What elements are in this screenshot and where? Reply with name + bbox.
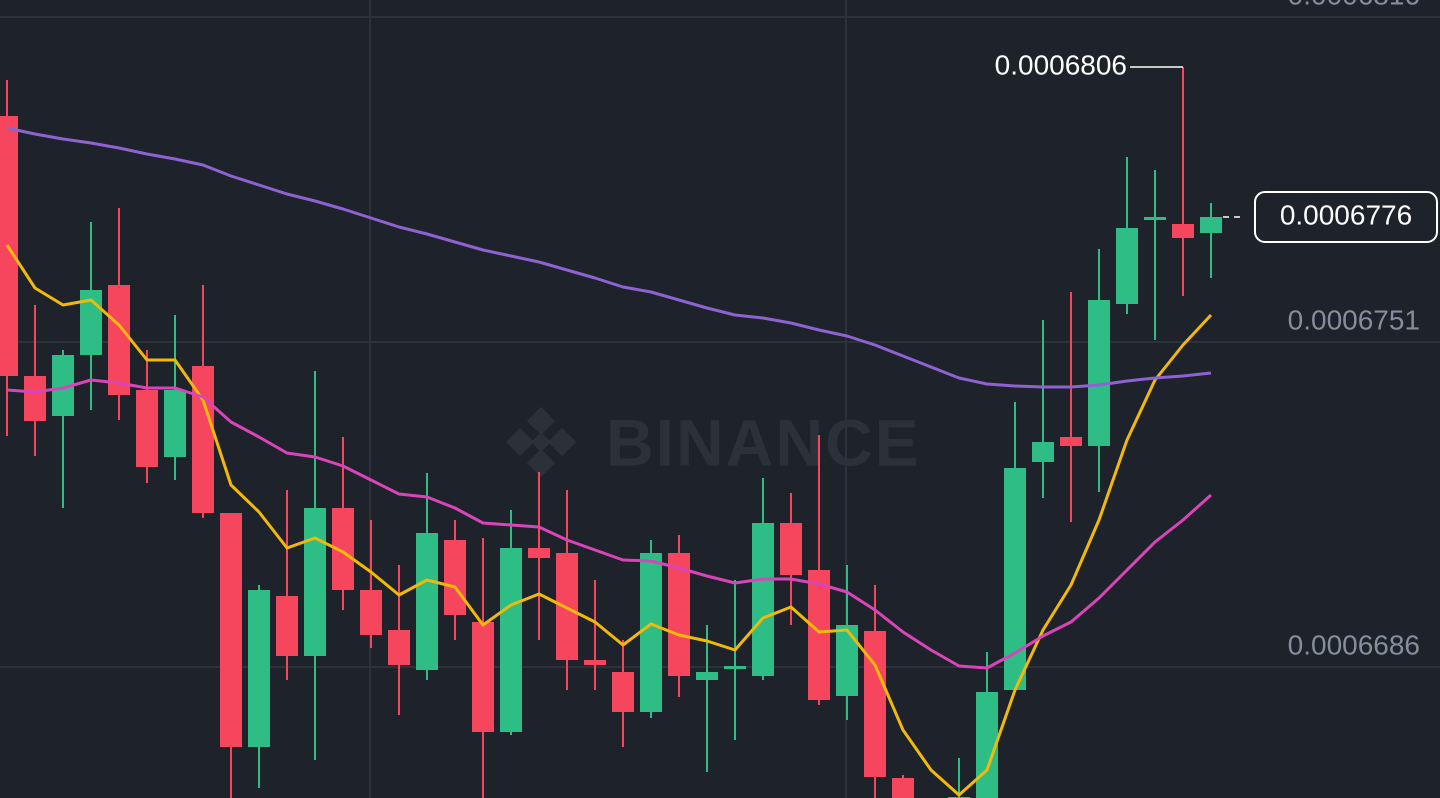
candle-body <box>780 523 802 575</box>
candle-body <box>52 355 74 416</box>
candle-body <box>472 622 494 732</box>
candle-body <box>640 553 662 712</box>
moving-average-line <box>6 378 1212 670</box>
candle-body <box>500 548 522 732</box>
candle-body <box>24 376 46 421</box>
candle-body <box>892 778 914 798</box>
candle-body <box>584 660 606 665</box>
y-tick-label: 0.0006816 <box>1288 0 1420 10</box>
candle-body <box>1004 468 1026 690</box>
candle-body <box>836 625 858 696</box>
plot-area <box>0 16 1440 798</box>
candle-body <box>164 390 186 457</box>
candle-body <box>388 630 410 665</box>
candle-body <box>1060 437 1082 446</box>
candle-body <box>332 508 354 590</box>
candle-body <box>360 590 382 635</box>
candle-body <box>108 285 130 395</box>
candle-body <box>1144 217 1166 220</box>
high-label: 0.0006806 <box>995 49 1127 80</box>
candle-body <box>668 553 690 676</box>
candle-body <box>1200 217 1222 233</box>
candle-body <box>416 533 438 670</box>
candle-body <box>752 523 774 676</box>
candle-body <box>276 596 298 656</box>
last-price-box <box>1254 191 1438 243</box>
moving-average-line <box>5 244 1213 797</box>
candle-body <box>1032 442 1054 462</box>
candle-body <box>220 513 242 747</box>
candle-body <box>696 672 718 680</box>
candle-body <box>612 672 634 712</box>
candle-body <box>444 540 466 615</box>
watermark: BINANCE <box>606 405 921 479</box>
watermark-logo <box>505 406 577 478</box>
candle-body <box>248 590 270 747</box>
moving-average-line <box>6 126 1212 389</box>
candle-body <box>864 631 886 777</box>
candle-body <box>528 548 550 558</box>
candle-body <box>808 570 830 700</box>
candle-body <box>1088 300 1110 446</box>
candle-body <box>1116 228 1138 304</box>
candle-body <box>136 390 158 467</box>
candle-body <box>1172 224 1194 238</box>
y-tick-label: 0.0006751 <box>1288 304 1420 335</box>
y-tick-label: 0.0006686 <box>1288 629 1420 660</box>
last-price-label: 0.0006776 <box>1280 199 1412 230</box>
candle-body <box>724 666 746 669</box>
candle-body <box>304 508 326 656</box>
candle-body <box>976 692 998 798</box>
